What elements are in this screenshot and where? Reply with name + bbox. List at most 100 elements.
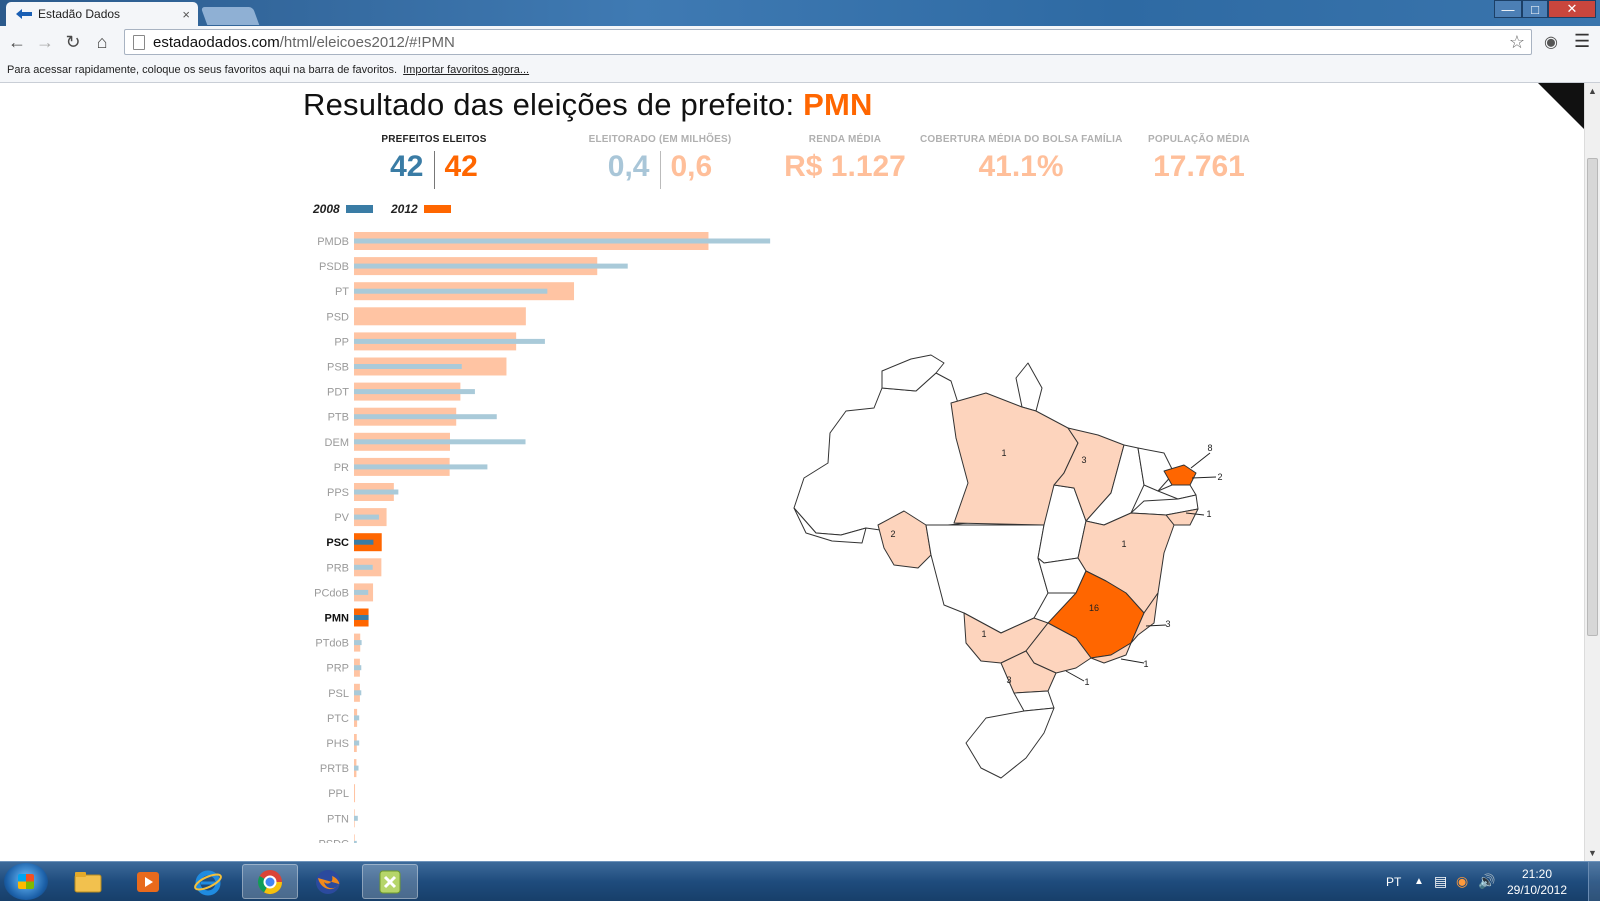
home-icon[interactable]: ⌂	[96, 31, 108, 52]
stat-populacao-label: POPULAÇÃO MÉDIA	[1148, 134, 1250, 145]
map-state-pb[interactable]	[1157, 484, 1197, 500]
explorer-taskbar-icon[interactable]	[60, 864, 116, 899]
bar-2008[interactable]	[354, 489, 399, 495]
map-label: 3	[1165, 619, 1170, 629]
bar-2008[interactable]	[354, 715, 360, 721]
extension-icon[interactable]: ◉	[1544, 34, 1558, 51]
chart-category-label[interactable]: PSD	[326, 311, 349, 323]
chart-category-label[interactable]: PMDB	[317, 236, 349, 248]
map-state-ce[interactable]	[1137, 447, 1175, 492]
browser-tab[interactable]: Estadão Dados ×	[6, 2, 198, 26]
chart-category-label[interactable]: PMN	[325, 613, 350, 625]
bar-2008[interactable]	[354, 263, 628, 269]
map-state-ro[interactable]	[877, 510, 932, 569]
chart-category-label[interactable]: PSDB	[319, 261, 349, 273]
bar-2008[interactable]	[354, 464, 488, 470]
window-close-button[interactable]: ✕	[1548, 0, 1596, 18]
reload-icon[interactable]: ↻	[65, 31, 81, 52]
address-bar[interactable]: estadaodados.com/html/eleicoes2012/#!PMN…	[124, 29, 1532, 55]
bar-2008[interactable]	[354, 740, 360, 746]
import-bookmarks-link[interactable]: Importar favoritos agora...	[403, 64, 530, 76]
map-state-rj[interactable]	[1090, 642, 1132, 664]
tray-app-icon[interactable]: ◉	[1456, 873, 1469, 889]
chart-category-label[interactable]: PTC	[327, 713, 349, 725]
chart-category-label[interactable]: PHS	[326, 738, 349, 750]
bar-2008[interactable]	[354, 338, 545, 344]
bar-2008[interactable]	[354, 690, 362, 696]
map-state-rs[interactable]	[965, 707, 1055, 779]
scroll-thumb[interactable]	[1587, 158, 1598, 636]
bar-2008[interactable]	[354, 238, 771, 244]
bar-2012[interactable]	[354, 307, 526, 326]
tray-expand-icon[interactable]: ▲	[1414, 876, 1424, 887]
corner-ribbon[interactable]	[1530, 83, 1584, 135]
bar-2008[interactable]	[354, 514, 379, 520]
chart-category-label[interactable]: PTB	[328, 412, 349, 424]
chart-category-label[interactable]: PRP	[326, 663, 349, 675]
chart-category-label[interactable]: PSDC	[318, 838, 349, 843]
bar-2008[interactable]	[354, 765, 359, 771]
network-icon[interactable]: ▤	[1434, 873, 1448, 889]
system-clock[interactable]: 21:20 29/10/2012	[1502, 866, 1572, 898]
scroll-up-icon[interactable]: ▲	[1588, 86, 1597, 96]
chart-category-label[interactable]: PRTB	[320, 763, 349, 775]
bar-2008[interactable]	[354, 640, 362, 646]
bar-2012[interactable]	[354, 784, 356, 803]
bar-2008[interactable]	[354, 815, 358, 821]
bar-2008[interactable]	[354, 288, 548, 294]
bar-2008[interactable]	[354, 414, 497, 420]
bar-2008[interactable]	[354, 539, 374, 545]
back-arrow-icon[interactable]: ←	[8, 31, 26, 52]
map-state-mt[interactable]	[925, 524, 1049, 634]
tab-close-icon[interactable]: ×	[182, 6, 190, 22]
bar-2008[interactable]	[354, 665, 362, 671]
bar-2012[interactable]	[354, 834, 355, 843]
media-player-taskbar-icon[interactable]	[120, 864, 176, 899]
map-state-es[interactable]	[1130, 592, 1159, 644]
chart-category-label[interactable]: PPS	[327, 487, 349, 499]
bookmark-star-icon[interactable]: ☆	[1508, 32, 1525, 52]
chart-category-label[interactable]: PSL	[328, 688, 349, 700]
show-desktop-button[interactable]	[1588, 862, 1600, 901]
bar-2008[interactable]	[354, 840, 357, 843]
firefox-taskbar-icon[interactable]	[300, 864, 356, 899]
bar-2008[interactable]	[354, 389, 475, 395]
map-state-ap[interactable]	[1015, 362, 1043, 412]
map-state-rn[interactable]	[1163, 464, 1197, 486]
chrome-taskbar-icon[interactable]	[242, 864, 298, 899]
chart-category-label[interactable]: PV	[334, 512, 349, 524]
map-state-ac[interactable]	[793, 507, 867, 544]
window-minimize-button[interactable]: —	[1494, 0, 1522, 18]
browser-menu-icon[interactable]: ☰	[1574, 31, 1591, 51]
ie-taskbar-icon[interactable]	[180, 864, 236, 899]
bar-2008[interactable]	[354, 615, 369, 620]
chart-category-label[interactable]: PDT	[327, 387, 349, 399]
chart-category-label[interactable]: PP	[334, 336, 349, 348]
window-maximize-button[interactable]: □	[1522, 0, 1548, 18]
map-state-sc[interactable]	[1013, 690, 1055, 712]
volume-icon[interactable]: 🔊	[1478, 873, 1496, 889]
chart-category-label[interactable]: DEM	[325, 437, 349, 449]
start-button[interactable]	[4, 863, 48, 900]
chart-category-label[interactable]: PRB	[326, 562, 349, 574]
chart-category-label[interactable]: PPL	[328, 788, 349, 800]
new-tab-button[interactable]	[200, 7, 260, 25]
forward-arrow-icon[interactable]: →	[36, 31, 54, 52]
scroll-down-icon[interactable]: ▼	[1588, 848, 1597, 858]
chart-category-label[interactable]: PSB	[327, 362, 349, 374]
chart-category-label[interactable]: PT	[335, 286, 349, 298]
bar-2008[interactable]	[354, 439, 526, 445]
page-scrollbar[interactable]: ▲ ▼	[1584, 83, 1600, 861]
chart-category-label[interactable]: PTN	[327, 813, 349, 825]
app-taskbar-icon[interactable]	[362, 864, 418, 899]
map-state-rr[interactable]	[881, 354, 945, 392]
bar-2008[interactable]	[354, 589, 369, 595]
url-path: /html/eleicoes2012/#!PMN	[279, 33, 455, 51]
chart-category-label[interactable]: PCdoB	[314, 587, 349, 599]
chart-category-label[interactable]: PSC	[326, 537, 349, 549]
bar-2008[interactable]	[354, 564, 373, 570]
language-indicator[interactable]: PT	[1386, 874, 1402, 889]
chart-category-label[interactable]: PTdoB	[315, 638, 349, 650]
chart-category-label[interactable]: PR	[334, 462, 349, 474]
bar-2008[interactable]	[354, 364, 462, 369]
